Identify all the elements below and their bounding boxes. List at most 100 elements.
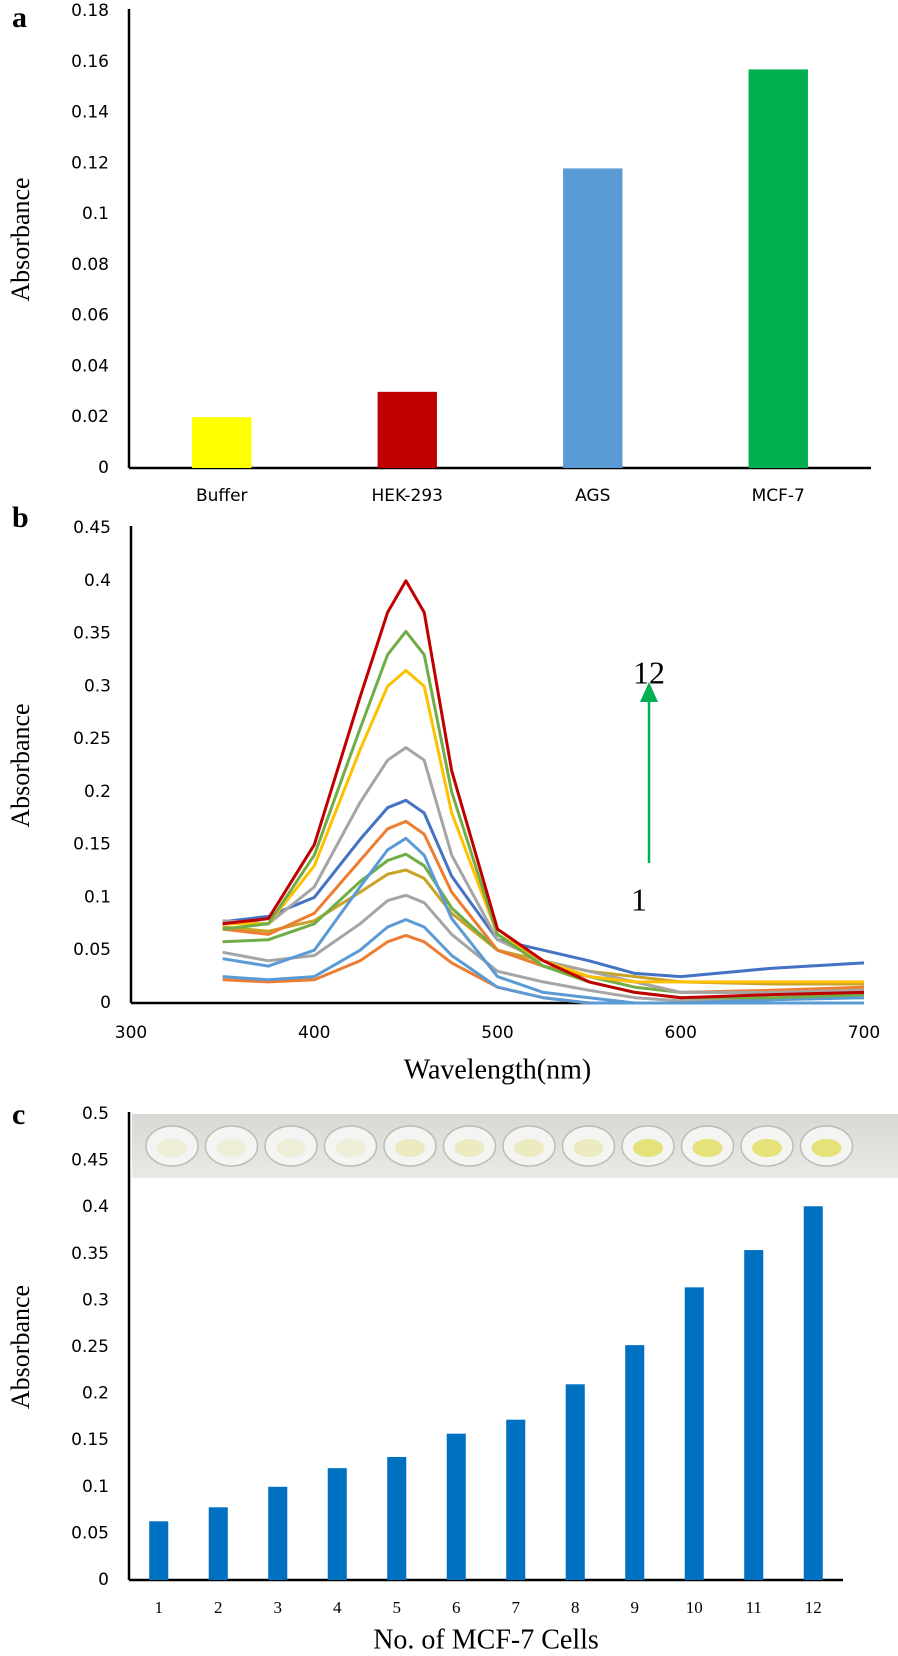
well-liquid [573, 1139, 604, 1157]
well-liquid [216, 1139, 247, 1157]
x-tick-label: MCF-7 [752, 486, 805, 506]
y-tick-label: 0.16 [71, 52, 109, 72]
y-tick-label: 0.12 [71, 153, 109, 173]
x-tick-label: 1 [155, 1598, 164, 1617]
y-tick-label: 0.4 [84, 571, 111, 591]
well-liquid [752, 1139, 782, 1157]
well-liquid [811, 1139, 842, 1157]
x-tick-label: 12 [805, 1598, 822, 1617]
well-liquid [276, 1139, 306, 1157]
y-tick-label: 0.05 [73, 940, 111, 960]
y-tick-label: 0.08 [71, 255, 109, 275]
x-tick-label: 9 [631, 1598, 640, 1617]
well-liquid [157, 1139, 187, 1157]
x-tick-label: 5 [393, 1598, 402, 1617]
x-tick-label: AGS [575, 486, 610, 506]
y-tick-label: 0.35 [73, 624, 111, 644]
y-tick-label: 0.45 [71, 1151, 109, 1171]
y-tick-label: 0.1 [84, 887, 111, 907]
y-tick-label: 0.2 [82, 1384, 109, 1404]
well-liquid [454, 1139, 485, 1157]
spectrum-line [222, 798, 865, 979]
spectrum-line [222, 852, 864, 994]
y-tick-label: 0.3 [84, 676, 111, 696]
bar [446, 1433, 466, 1580]
x-tick-label: Buffer [196, 486, 248, 506]
x-tick-label: 2 [214, 1598, 223, 1617]
x-axis-label: Wavelength(nm) [404, 1054, 591, 1085]
bar [268, 1486, 288, 1580]
spectrum-line [222, 746, 865, 994]
y-tick-label: 0.25 [73, 729, 111, 749]
x-tick-label: 8 [571, 1598, 580, 1617]
bar [748, 69, 808, 469]
y-tick-label: 0.02 [71, 407, 109, 427]
bar [563, 168, 623, 468]
x-tick-label: 400 [298, 1023, 330, 1043]
y-tick-label: 0.15 [71, 1430, 109, 1450]
y-axis-label: Absorbance [6, 703, 35, 827]
annotation: 1 [631, 881, 647, 917]
spectrum-line [222, 893, 865, 1003]
x-tick-label: 7 [512, 1598, 521, 1617]
bar [744, 1250, 764, 1580]
x-tick-label: 500 [481, 1023, 513, 1043]
arrow-head [640, 682, 658, 702]
x-tick-label: 600 [665, 1023, 697, 1043]
bar [625, 1345, 645, 1580]
well-plate-photo [132, 1114, 898, 1178]
y-tick-label: 0.05 [71, 1523, 109, 1543]
x-tick-label: 6 [452, 1598, 461, 1617]
x-tick-label: 700 [848, 1023, 880, 1043]
bar [684, 1287, 704, 1580]
bar [803, 1206, 823, 1580]
y-tick-label: 0 [98, 1570, 109, 1590]
y-tick-label: 0.35 [71, 1244, 109, 1264]
y-axis-label: Absorbance [6, 177, 35, 301]
bar [377, 391, 437, 468]
x-tick-label: 3 [274, 1598, 283, 1617]
bar [192, 417, 252, 468]
well-liquid [514, 1139, 544, 1157]
annotation: 12 [633, 654, 665, 690]
y-tick-label: 0.18 [71, 1, 109, 21]
bar [506, 1419, 526, 1580]
bar [149, 1521, 169, 1580]
bar [565, 1384, 585, 1580]
y-axis-label: Absorbance [6, 1285, 35, 1409]
panel-label: a [12, 1, 27, 34]
x-tick-label: 4 [333, 1598, 342, 1617]
bar [208, 1507, 228, 1580]
y-tick-label: 0 [100, 993, 111, 1013]
y-tick-label: 0.06 [71, 306, 109, 326]
well-liquid [395, 1139, 425, 1157]
bar [387, 1456, 407, 1580]
panel-label: c [12, 1098, 25, 1131]
y-tick-label: 0.14 [71, 103, 109, 123]
y-tick-label: 0.15 [73, 835, 111, 855]
y-tick-label: 0.1 [82, 1477, 109, 1497]
y-tick-label: 0.2 [84, 782, 111, 802]
x-axis-label: No. of MCF-7 Cells [373, 1624, 599, 1655]
bar [327, 1468, 347, 1580]
y-tick-label: 0 [98, 458, 109, 478]
well-liquid [692, 1139, 723, 1157]
y-tick-label: 0.25 [71, 1337, 109, 1357]
x-tick-label: HEK-293 [372, 486, 443, 506]
x-tick-label: 10 [686, 1598, 703, 1617]
y-tick-label: 0.3 [82, 1290, 109, 1310]
well-liquid [633, 1139, 663, 1157]
y-tick-label: 0.4 [82, 1197, 109, 1217]
spectrum-line [222, 579, 865, 1000]
x-tick-label: 11 [746, 1598, 762, 1617]
spectrum-line [222, 836, 865, 1005]
x-tick-label: 300 [115, 1023, 147, 1043]
spectrum-line [222, 669, 864, 984]
y-tick-label: 0.1 [82, 204, 109, 224]
panel-label: b [12, 501, 29, 534]
well-liquid [335, 1139, 366, 1157]
y-tick-label: 0.5 [82, 1104, 109, 1124]
y-tick-label: 0.04 [71, 356, 109, 376]
y-tick-label: 0.45 [73, 518, 111, 538]
